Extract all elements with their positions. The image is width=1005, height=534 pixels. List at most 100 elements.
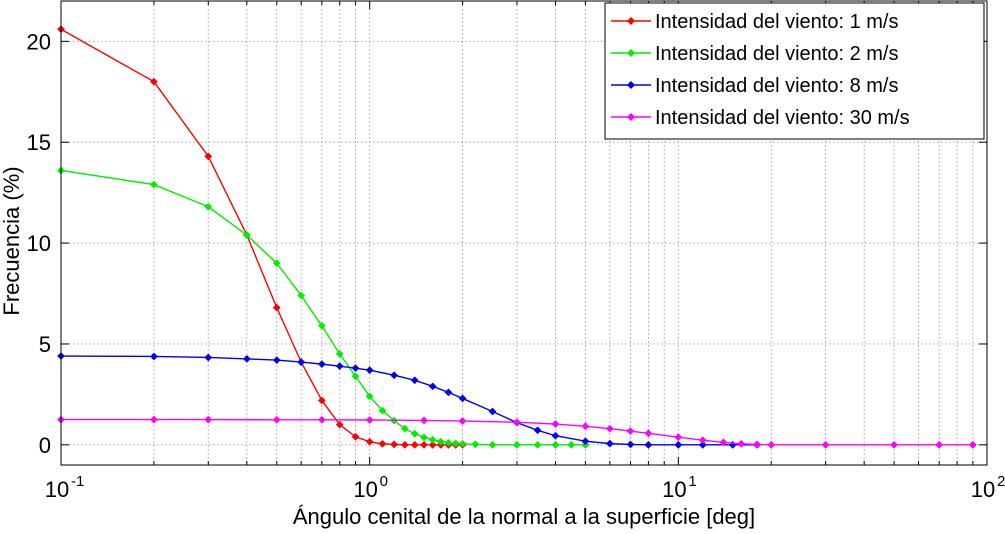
- legend-label: Intensidad del viento: 30 m/s: [655, 107, 910, 129]
- y-tick-label: 20: [27, 29, 51, 54]
- data-point: [204, 202, 213, 211]
- data-point: [420, 433, 428, 442]
- data-point: [272, 356, 281, 364]
- y-axis-label: Frecuencia (%): [0, 166, 24, 315]
- data-point: [335, 420, 344, 429]
- data-point: [365, 437, 374, 446]
- data-point: [581, 437, 590, 446]
- data-point: [458, 439, 467, 448]
- data-point: [378, 439, 387, 448]
- data-point: [698, 440, 707, 449]
- legend-label: Intensidad del viento: 2 m/s: [655, 43, 898, 65]
- legend-marker: [626, 80, 636, 90]
- x-tick-label: 10: [353, 477, 377, 502]
- data-point: [428, 382, 437, 391]
- data-point: [297, 358, 306, 366]
- data-point: [335, 362, 344, 371]
- legend-marker: [626, 112, 636, 122]
- data-point: [242, 231, 251, 239]
- data-point: [400, 440, 409, 449]
- data-point: [204, 415, 213, 424]
- data-point: [674, 433, 683, 442]
- data-point: [317, 396, 326, 405]
- legend: Intensidad del viento: 1 m/s Intensidad d…: [604, 2, 985, 140]
- data-point: [513, 440, 521, 449]
- data-point: [351, 364, 360, 373]
- data-point: [458, 394, 467, 403]
- legend-label: Intensidad del viento: 1 m/s: [655, 11, 898, 33]
- data-point: [390, 371, 398, 380]
- data-point: [272, 303, 281, 312]
- x-tick-exponent: -1: [71, 473, 84, 490]
- data-point: [626, 427, 635, 435]
- x-tick-label: 10: [971, 477, 995, 502]
- series-line-4: [61, 418, 973, 446]
- data-point: [444, 388, 453, 397]
- data-point: [365, 416, 374, 424]
- data-point: [317, 321, 326, 330]
- data-point: [150, 77, 158, 86]
- data-point: [471, 440, 480, 449]
- legend-label: Intensidad del viento: 8 m/s: [655, 75, 898, 97]
- x-tick-exponent: 2: [997, 473, 1005, 490]
- data-point: [297, 291, 306, 300]
- data-point: [150, 180, 158, 189]
- data-point: [581, 422, 590, 431]
- data-point: [644, 429, 653, 438]
- data-point: [351, 432, 360, 441]
- data-point: [150, 352, 158, 361]
- data-point: [390, 440, 398, 449]
- data-point: [737, 439, 746, 448]
- data-point: [420, 416, 428, 425]
- plot-area: [57, 25, 977, 449]
- data-point: [272, 415, 281, 424]
- data-point: [428, 435, 437, 444]
- data-point: [605, 424, 614, 433]
- x-tick-exponent: 1: [688, 473, 696, 490]
- data-point: [767, 440, 776, 449]
- data-point: [458, 417, 467, 425]
- data-point: [317, 360, 326, 368]
- legend-marker: [626, 48, 636, 58]
- data-point: [753, 440, 761, 449]
- data-point: [444, 438, 453, 447]
- data-point: [365, 392, 374, 401]
- data-point: [351, 372, 360, 381]
- data-point: [204, 353, 213, 362]
- y-tick-label: 15: [27, 130, 51, 155]
- x-tick-label: 10: [662, 477, 686, 502]
- data-point: [242, 355, 251, 363]
- data-point: [488, 407, 497, 416]
- data-point: [204, 152, 213, 161]
- data-point: [488, 440, 497, 449]
- data-point: [513, 418, 521, 427]
- data-point: [626, 440, 635, 449]
- data-point: [674, 440, 683, 449]
- data-point: [605, 439, 614, 448]
- data-point: [420, 440, 428, 449]
- data-point: [551, 440, 560, 449]
- x-axis-label: Ángulo cenital de la normal a la superfi…: [293, 504, 755, 529]
- data-point: [533, 440, 542, 449]
- data-point: [317, 415, 326, 424]
- data-point: [410, 440, 419, 449]
- data-point: [451, 439, 460, 448]
- legend-box: [604, 2, 985, 140]
- x-tick-label: 10: [45, 477, 69, 502]
- data-point: [969, 440, 977, 449]
- series-line-2: [60, 169, 586, 446]
- series-line-1: [60, 28, 463, 446]
- data-point: [644, 440, 653, 449]
- data-point: [272, 259, 281, 268]
- data-point: [410, 429, 419, 438]
- data-point: [378, 406, 387, 415]
- data-point: [150, 415, 158, 424]
- data-point: [821, 440, 830, 449]
- y-tick-label: 5: [39, 332, 51, 357]
- x-tick-exponent: 0: [380, 473, 388, 490]
- data-point: [365, 366, 374, 375]
- data-point: [719, 438, 728, 447]
- data-point: [890, 440, 898, 449]
